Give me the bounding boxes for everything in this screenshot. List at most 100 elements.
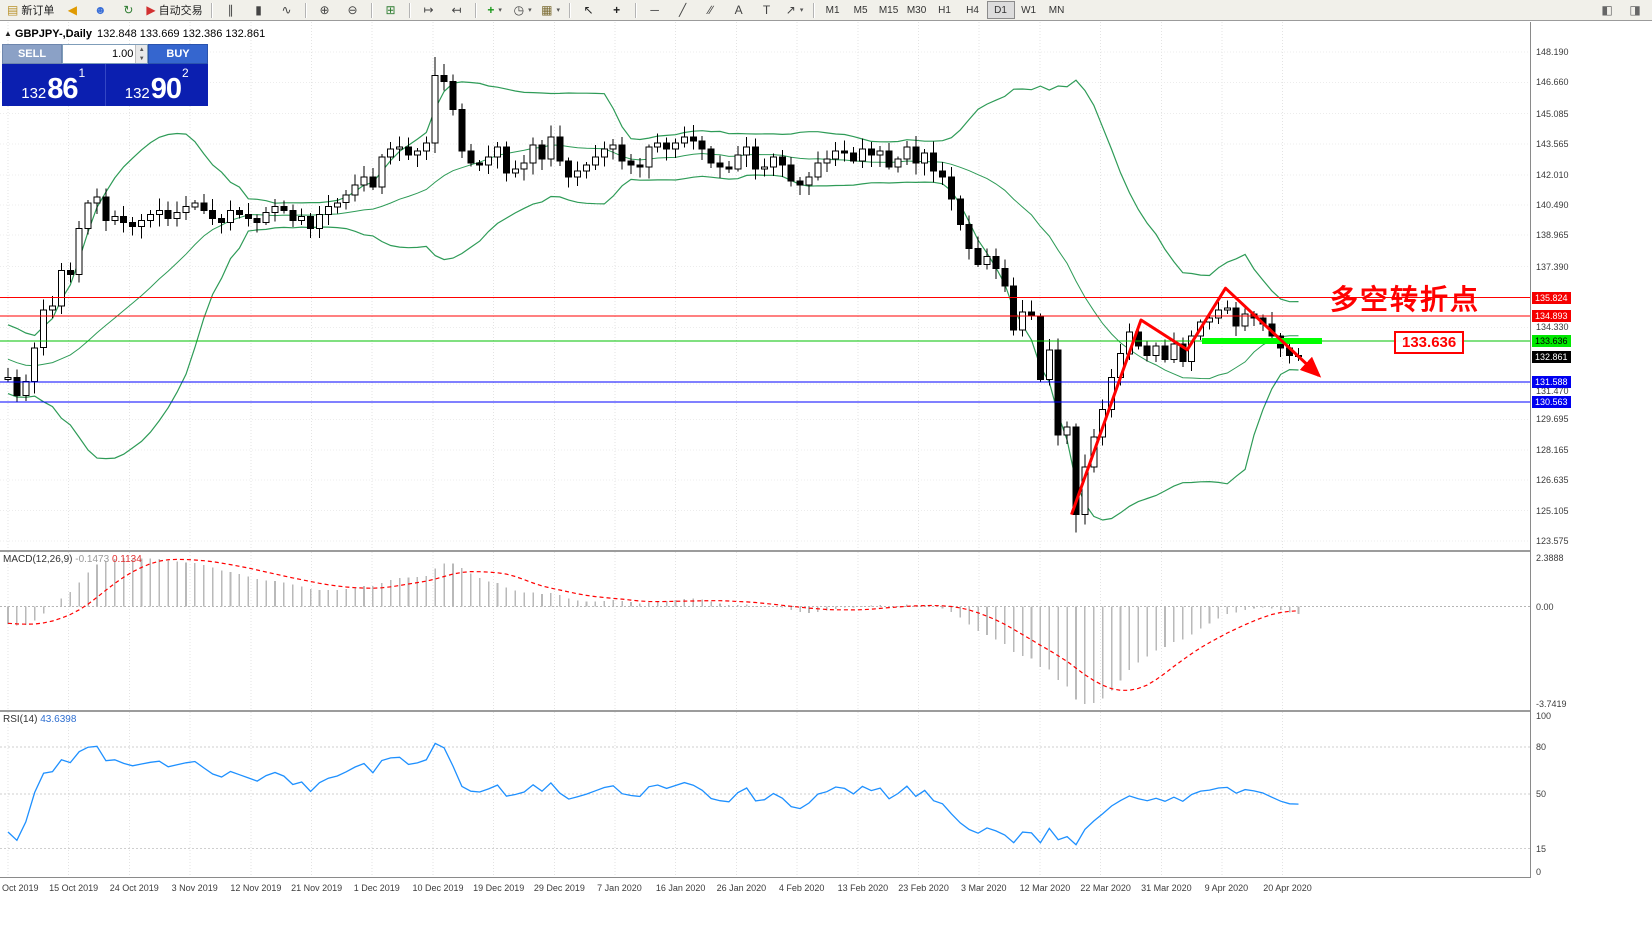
time-axis-separator <box>0 877 1652 878</box>
window-layout-button-2[interactable]: ◨ <box>1621 0 1649 20</box>
tf-h4[interactable]: H4 <box>959 1 987 19</box>
line-chart-button[interactable]: ∿ <box>273 0 301 20</box>
panel-splitter[interactable] <box>0 710 1652 712</box>
text-button[interactable]: A <box>725 0 753 20</box>
date-tick: 24 Oct 2019 <box>109 883 159 893</box>
label-icon: T <box>762 3 771 17</box>
trendline-button[interactable]: ╱ <box>669 0 697 20</box>
turning-point-annotation[interactable]: 多空转折点 <box>1330 284 1481 315</box>
price-tick: 125.105 <box>1536 505 1569 516</box>
chart-shift-icon: ↤ <box>451 3 462 17</box>
price-tick: 142.010 <box>1536 169 1569 180</box>
chart-shift-button[interactable]: ↤ <box>443 0 471 20</box>
rsi-value: 43.6398 <box>40 714 77 725</box>
announcement-button[interactable]: ◀ <box>58 0 86 20</box>
horizontal-line-button[interactable]: ─ <box>641 0 669 20</box>
market-watch-button[interactable]: ☻ <box>86 0 114 20</box>
periods-button[interactable]: ◷ ▾ <box>509 0 537 20</box>
date-tick: 19 Dec 2019 <box>473 883 525 893</box>
tf-mn[interactable]: MN <box>1043 1 1071 19</box>
refresh-icon: ↻ <box>123 3 134 17</box>
macd-main-value: -0.1473 <box>75 554 110 565</box>
volume-down-button[interactable]: ▼ <box>136 54 147 63</box>
equidistant-channel-icon: ∕∕ <box>708 3 713 17</box>
symbol-period-label: GBPJPY-,Daily <box>14 28 92 40</box>
bollinger-upper-line <box>7 79 1299 337</box>
macd-panel[interactable]: MACD(12,26,9) -0.1473 0.1134 <box>0 552 1530 710</box>
toolbar-separator <box>474 2 477 18</box>
indicators-button[interactable]: + ▾ <box>481 0 509 20</box>
macd-name: MACD(12,26,9) <box>3 554 73 565</box>
window-left-icon: ◧ <box>1601 3 1613 17</box>
tf-m1-label: M1 <box>825 4 840 16</box>
volume-up-button[interactable]: ▲ <box>136 45 147 54</box>
oneclick-collapse-button[interactable]: ▲ <box>4 29 12 38</box>
tf-d1[interactable]: D1 <box>986 1 1015 19</box>
cursor-icon: ↖ <box>583 3 594 17</box>
price-level-label: 135.824 <box>1532 291 1571 304</box>
time-axis[interactable]: Oct 2019 15 Oct 2019 24 Oct 2019 3 Nov 2019… <box>0 878 1530 898</box>
tf-m1[interactable]: M1 <box>819 1 847 19</box>
volume-field: ▲ ▼ <box>62 44 148 64</box>
zoom-in-button[interactable]: ⊕ <box>311 0 339 20</box>
sell-button[interactable]: SELL <box>2 44 62 64</box>
auto-scroll-button[interactable]: ↦ <box>415 0 443 20</box>
tf-mn-label: MN <box>1048 4 1065 16</box>
cursor-button[interactable]: ↖ <box>575 0 603 20</box>
tf-m5[interactable]: M5 <box>847 1 875 19</box>
zoom-in-icon: ⊕ <box>319 3 330 17</box>
buy-price[interactable]: 132 90 2 <box>106 64 209 106</box>
arrows-icon: ↗ <box>785 3 796 17</box>
date-tick: 16 Jan 2020 <box>655 883 706 893</box>
buy-button[interactable]: BUY <box>148 44 208 64</box>
price-axis[interactable]: 148.190 146.660 145.085 143.565 142.010 140.4… <box>1530 22 1652 878</box>
crosshair-button[interactable]: + <box>603 0 631 20</box>
tf-m30[interactable]: M30 <box>903 1 931 19</box>
buy-price-point: 2 <box>182 66 189 80</box>
rsi-panel[interactable]: RSI(14) 43.6398 <box>0 712 1530 877</box>
main-chart-panel[interactable]: ▲ GBPJPY-,Daily 132.848 133.669 132.386 13… <box>0 22 1530 550</box>
chevron-down-icon: ▾ <box>556 7 560 14</box>
chevron-down-icon: ▾ <box>498 7 502 14</box>
refresh-button[interactable]: ↻ <box>114 0 142 20</box>
horn-icon: ◀ <box>67 3 77 17</box>
macd-chart[interactable] <box>0 552 1530 710</box>
autotrade-button-label: 自动交易 <box>158 5 203 17</box>
arrows-button[interactable]: ↗ ▾ <box>781 0 809 20</box>
bar-chart-button[interactable]: ∥ <box>217 0 245 20</box>
price-tick: 140.490 <box>1536 200 1569 210</box>
toolbar-separator <box>210 2 213 18</box>
sell-price[interactable]: 132 86 1 <box>2 64 106 106</box>
panel-splitter[interactable] <box>0 550 1652 552</box>
price-callout[interactable]: 133.636 <box>1394 331 1465 354</box>
date-tick: Oct 2019 <box>2 883 39 893</box>
toolbar-separator <box>634 2 637 18</box>
bar-chart-icon: ∥ <box>227 3 234 17</box>
rsi-chart[interactable] <box>0 712 1530 877</box>
toolbar-separator <box>812 2 815 18</box>
auto-scroll-icon: ↦ <box>423 3 434 17</box>
volume-input[interactable] <box>63 45 136 63</box>
autotrade-button[interactable]: ▶ 自动交易 <box>142 0 206 20</box>
channel-button[interactable]: ∕∕ <box>697 0 725 20</box>
macd-axis-zero: 0.00 <box>1536 601 1554 612</box>
templates-button[interactable]: ▦ ▾ <box>537 0 565 20</box>
one-click-trade-panel: SELL ▲ ▼ BUY 132 86 1 132 <box>2 44 208 106</box>
date-tick: 3 Nov 2019 <box>171 883 218 893</box>
buy-price-int: 132 <box>124 85 150 102</box>
price-tick: 134.330 <box>1536 322 1569 333</box>
horizontal-line-icon: ─ <box>650 3 659 17</box>
candlestick-chart[interactable] <box>0 22 1530 550</box>
tf-m15[interactable]: M15 <box>875 1 903 19</box>
toolbar-separator <box>408 2 411 18</box>
tf-m5-label: M5 <box>853 4 868 16</box>
tile-windows-button[interactable]: ⊞ <box>377 0 405 20</box>
label-button[interactable]: T <box>753 0 781 20</box>
candlestick-button[interactable]: ▮ <box>245 0 273 20</box>
window-layout-button-1[interactable]: ◧ <box>1593 0 1621 20</box>
sell-price-int: 132 <box>21 85 47 102</box>
tf-h1[interactable]: H1 <box>931 1 959 19</box>
zoom-out-button[interactable]: ⊖ <box>339 0 367 20</box>
new-order-button[interactable]: ▤ 新订单 <box>3 0 58 20</box>
tf-w1[interactable]: W1 <box>1015 1 1043 19</box>
